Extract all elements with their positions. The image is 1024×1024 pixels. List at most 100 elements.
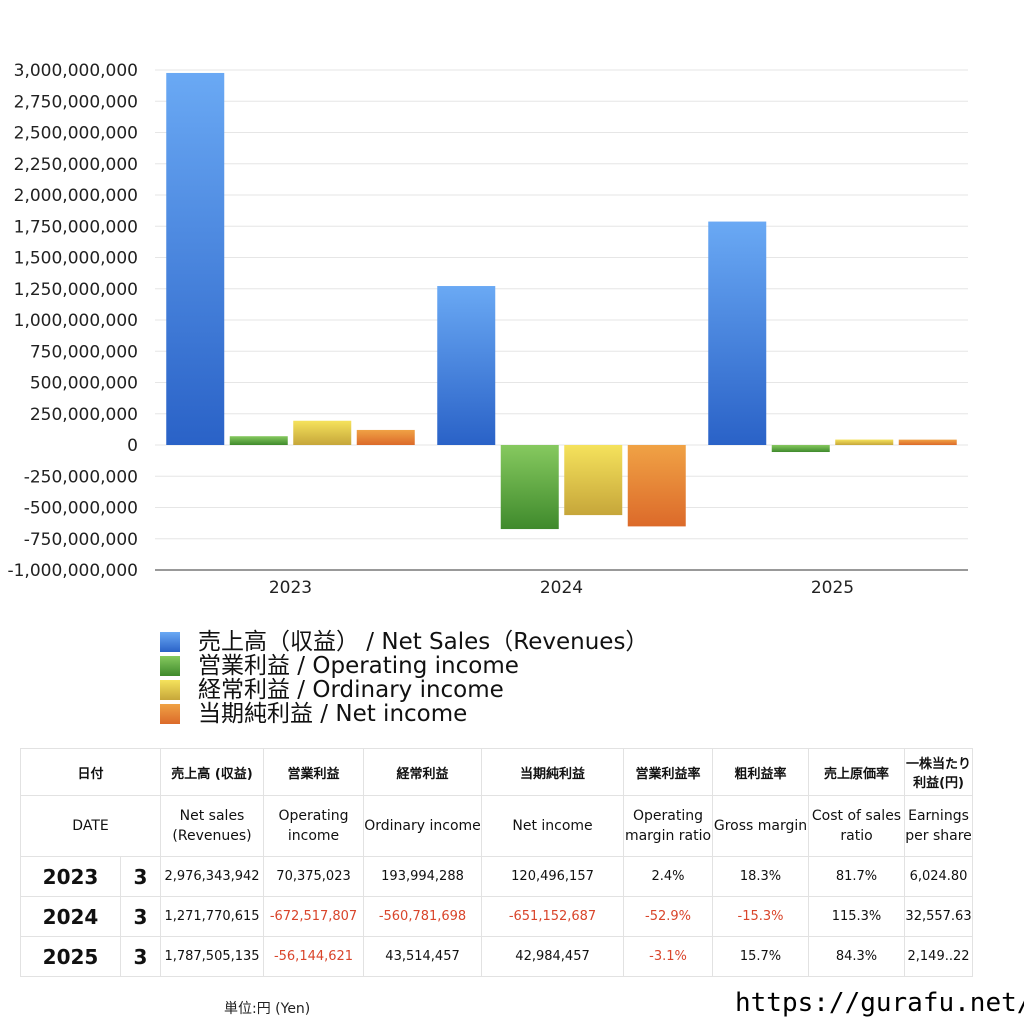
- cell: 2.4%: [623, 856, 714, 897]
- cell: -52.9%: [623, 896, 714, 937]
- y-tick-label: 1,500,000,000: [14, 249, 138, 269]
- bar-net-income-2023: [356, 429, 415, 445]
- row-month: 3: [119, 936, 162, 977]
- y-tick-label: 0: [127, 436, 138, 456]
- table-row: 2024 3 1,271,770,615 -672,517,807 -560,7…: [20, 896, 974, 937]
- legend-item-ordinary-income: 経常利益 / Ordinary income: [160, 678, 648, 702]
- header-cell: 粗利益率: [712, 748, 810, 796]
- cell: -672,517,807: [263, 896, 365, 937]
- cell: -560,781,698: [363, 896, 483, 937]
- table-row: 2025 3 1,787,505,135 -56,144,621 43,514,…: [20, 936, 974, 977]
- cell: 43,514,457: [363, 936, 483, 977]
- header-cell: 営業利益: [263, 748, 365, 796]
- row-month: 3: [119, 896, 162, 937]
- y-tick-label: -250,000,000: [24, 467, 138, 487]
- bar-operating-income-2025: [771, 445, 830, 453]
- site-url: https://gurafu.net/: [735, 988, 1024, 1018]
- header-cell: 売上原価率: [808, 748, 906, 796]
- header-cell: Operating income: [263, 795, 365, 857]
- gridlines: [155, 69, 968, 571]
- cell: -3.1%: [623, 936, 714, 977]
- cell: 18.3%: [712, 856, 810, 897]
- cell: -56,144,621: [263, 936, 365, 977]
- bar-net-income-2025: [898, 439, 957, 445]
- cell: 32,557.63: [904, 896, 974, 937]
- cell: -15.3%: [712, 896, 810, 937]
- y-tick-label: -750,000,000: [24, 530, 138, 550]
- y-tick-label: 1,250,000,000: [14, 280, 138, 300]
- cell: -651,152,687: [481, 896, 625, 937]
- cell: 193,994,288: [363, 856, 483, 897]
- cell: 42,984,457: [481, 936, 625, 977]
- cell: 70,375,023: [263, 856, 365, 897]
- bar-ordinary-income-2023: [293, 420, 352, 445]
- bar-ordinary-income-2024: [564, 445, 623, 516]
- bar-net-income-2024: [627, 445, 686, 527]
- table-header-en: DATE Net sales (Revenues) Operating inco…: [19, 795, 974, 857]
- financial-table: 日付 売上高 (収益) 営業利益 経常利益 当期純利益 営業利益率 粗利益率 売…: [19, 748, 974, 977]
- y-tick-label: 2,000,000,000: [14, 186, 138, 206]
- cell: 84.3%: [808, 936, 906, 977]
- cell: 115.3%: [808, 896, 906, 937]
- legend-label: 営業利益 / Operating income: [198, 653, 519, 679]
- legend-label: 当期純利益 / Net income: [198, 701, 468, 727]
- y-tick-label: 2,250,000,000: [14, 155, 138, 175]
- header-cell: Net sales (Revenues): [160, 795, 265, 857]
- header-cell: Earnings per share: [904, 795, 974, 857]
- header-cell: DATE: [19, 795, 162, 857]
- y-tick-label: 500,000,000: [30, 374, 138, 394]
- x-tick-label: 2023: [269, 578, 312, 598]
- x-tick-label: 2025: [811, 578, 854, 598]
- bars: [166, 72, 957, 530]
- y-tick-label: 3,000,000,000: [14, 61, 138, 81]
- bar-chart: 3,000,000,000 2,750,000,000 2,500,000,000 2…: [7, 61, 968, 598]
- legend-swatch: [160, 656, 180, 676]
- row-month: 3: [119, 856, 162, 897]
- header-cell: Operating margin ratio: [623, 795, 714, 857]
- legend-swatch: [160, 632, 180, 652]
- cell: 2,976,343,942: [160, 856, 265, 897]
- bar-ordinary-income-2025: [835, 439, 894, 445]
- y-tick-label: 750,000,000: [30, 342, 138, 362]
- x-axis-ticks: 2023 2024 2025: [269, 578, 854, 598]
- header-cell: 経常利益: [363, 748, 483, 796]
- header-cell: 売上高 (収益): [160, 748, 265, 796]
- y-axis-ticks: 3,000,000,000 2,750,000,000 2,500,000,000 2…: [7, 61, 138, 581]
- y-tick-label: 250,000,000: [30, 405, 138, 425]
- x-tick-label: 2024: [540, 578, 583, 598]
- cell: 2,149..22: [904, 936, 974, 977]
- legend-item-net-sales: 売上高（収益） / Net Sales（Revenues）: [160, 630, 648, 654]
- y-tick-label: -500,000,000: [24, 499, 138, 519]
- row-year: 2024: [20, 896, 121, 937]
- header-cell: Gross margin: [712, 795, 810, 857]
- y-tick-label: -1,000,000,000: [7, 561, 138, 581]
- bar-operating-income-2024: [500, 445, 559, 530]
- bar-net-sales-2024: [437, 286, 496, 445]
- cell: 6,024.80: [904, 856, 974, 897]
- header-cell: Net income: [481, 795, 625, 857]
- header-cell: 一株当たり利益(円): [904, 748, 974, 796]
- cell: 1,271,770,615: [160, 896, 265, 937]
- cell: 120,496,157: [481, 856, 625, 897]
- bar-net-sales-2025: [708, 221, 767, 445]
- table-row: 2023 3 2,976,343,942 70,375,023 193,994,…: [20, 856, 974, 897]
- y-tick-label: 2,500,000,000: [14, 124, 138, 144]
- legend-label: 経常利益 / Ordinary income: [198, 677, 504, 703]
- header-cell: Cost of sales ratio: [808, 795, 906, 857]
- bar-operating-income-2023: [229, 436, 288, 445]
- legend-swatch: [160, 704, 180, 724]
- legend-item-operating-income: 営業利益 / Operating income: [160, 654, 648, 678]
- row-year: 2025: [20, 936, 121, 977]
- header-cell: Ordinary income: [363, 795, 483, 857]
- y-tick-label: 1,750,000,000: [14, 217, 138, 237]
- header-cell: 日付: [19, 748, 162, 796]
- header-cell: 当期純利益: [481, 748, 625, 796]
- bar-net-sales-2023: [166, 72, 225, 446]
- row-year: 2023: [20, 856, 121, 897]
- legend-label: 売上高（収益） / Net Sales（Revenues）: [198, 629, 649, 655]
- cell: 1,787,505,135: [160, 936, 265, 977]
- cell: 81.7%: [808, 856, 906, 897]
- y-tick-label: 2,750,000,000: [14, 92, 138, 112]
- legend-item-net-income: 当期純利益 / Net income: [160, 702, 648, 726]
- legend: 売上高（収益） / Net Sales（Revenues） 営業利益 / Ope…: [160, 630, 648, 726]
